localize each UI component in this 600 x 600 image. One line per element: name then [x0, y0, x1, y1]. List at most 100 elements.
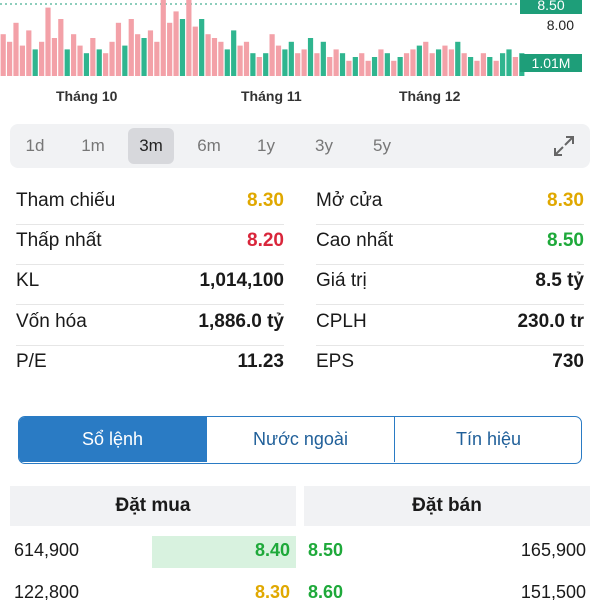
stat-value: 1,014,100 — [199, 270, 284, 291]
volume-bar — [282, 49, 288, 76]
stat-value: 730 — [552, 351, 584, 372]
stat-label: Mở cửa — [316, 190, 383, 211]
row-divider — [316, 304, 584, 305]
range-tab-1d[interactable]: 1d — [25, 136, 45, 155]
row-divider — [16, 224, 284, 225]
volume-bar — [416, 45, 422, 76]
range-tab-3y[interactable]: 3y — [315, 136, 333, 155]
row-divider — [316, 224, 584, 225]
volume-bar — [378, 49, 384, 76]
stat-label: CPLH — [316, 311, 367, 332]
volume-bar — [205, 34, 211, 76]
time-range-selector: 1d 1m 3m 6m 1y 3y 5y — [10, 124, 590, 168]
volume-bar — [263, 53, 269, 76]
volume-bar — [461, 53, 467, 76]
expand-icon[interactable] — [552, 134, 576, 158]
price-axis-label: 8.00 — [546, 17, 574, 33]
current-price-tag: 8.50 — [520, 0, 582, 14]
volume-bar — [467, 57, 474, 76]
sell-price[interactable]: 8.50 — [308, 540, 344, 560]
sell-price[interactable]: 8.60 — [308, 582, 344, 600]
stat-value: 11.23 — [237, 351, 285, 372]
stat-label: EPS — [316, 351, 355, 372]
volume-bar — [288, 41, 294, 76]
month-label-2: Tháng 11 — [241, 88, 302, 104]
range-tab-5y[interactable]: 5y — [373, 136, 391, 155]
stat-label: Vốn hóa — [16, 311, 87, 332]
volume-bar — [19, 45, 26, 76]
stat-value: 1,886.0 tỷ — [198, 311, 284, 332]
volume-bar — [487, 57, 493, 76]
row-divider — [316, 345, 584, 346]
volume-bar — [26, 30, 32, 76]
volume-bar — [64, 49, 70, 76]
sell-volume: 165,900 — [520, 540, 586, 560]
stat-value: 8.20 — [247, 230, 284, 251]
volume-bar — [186, 0, 192, 76]
volume-bar — [154, 41, 160, 76]
range-tab-1y[interactable]: 1y — [257, 136, 275, 155]
volume-bar — [32, 49, 38, 76]
volume-bar — [397, 57, 403, 76]
tab-order-book[interactable]: Sổ lệnh — [19, 417, 206, 462]
volume-bar — [346, 60, 352, 76]
volume-bar — [339, 53, 346, 76]
volume-bar — [128, 19, 134, 76]
volume-bar — [243, 41, 250, 76]
volume-bar — [455, 41, 461, 76]
stat-value: 230.0 tr — [517, 311, 584, 332]
volume-bar — [115, 22, 122, 76]
detail-tabs: Sổ lệnh Nước ngoài Tín hiệu — [18, 416, 582, 464]
volume-bar — [314, 53, 320, 76]
range-tab-3m[interactable]: 3m — [128, 128, 174, 164]
volume-bar — [13, 22, 19, 76]
stat-label: KL — [16, 270, 40, 291]
volume-bar — [359, 53, 365, 76]
volume-bar — [122, 45, 128, 76]
stat-value: 8.30 — [247, 190, 284, 211]
tab-foreign[interactable]: Nước ngoài — [253, 429, 348, 449]
price-volume-chart: 8.50 8.00 1.01M — [0, 0, 600, 80]
volume-bar — [435, 49, 442, 76]
volume-bar — [499, 53, 506, 76]
volume-bar — [423, 41, 429, 76]
volume-bar — [77, 45, 83, 76]
volume-bar — [0, 34, 6, 76]
range-tab-1m[interactable]: 1m — [81, 136, 105, 155]
buy-depth-bar — [152, 536, 296, 568]
volume-bar — [58, 19, 64, 76]
row-divider — [316, 264, 584, 265]
volume-bar — [141, 38, 147, 76]
buy-price[interactable]: 8.30 — [254, 582, 290, 600]
volume-bar — [275, 45, 282, 76]
volume-bar — [231, 30, 237, 76]
volume-bar — [147, 30, 154, 76]
row-divider — [16, 345, 284, 346]
stat-label: Cao nhất — [316, 230, 394, 251]
volume-bar — [167, 22, 173, 76]
buy-header: Đặt mua — [10, 486, 296, 526]
tab-signals[interactable]: Tín hiệu — [455, 429, 522, 449]
volume-bar — [83, 53, 90, 76]
tab-divider — [394, 417, 395, 462]
volume-bar — [307, 38, 314, 76]
volume-bar — [135, 34, 141, 76]
range-tab-6m[interactable]: 6m — [197, 136, 221, 155]
volume-bar — [71, 34, 77, 76]
volume-bar — [90, 38, 96, 76]
buy-price[interactable]: 8.40 — [254, 540, 290, 560]
volume-bar — [442, 45, 448, 76]
volume-bar — [160, 0, 166, 76]
sell-header: Đặt bán — [304, 486, 590, 526]
volume-bar — [192, 26, 198, 77]
volume-bar — [493, 60, 499, 76]
volume-bar — [448, 49, 454, 76]
volume-bar — [295, 53, 301, 76]
volume-bar — [512, 57, 518, 76]
volume-bar — [327, 57, 333, 76]
volume-bar — [51, 38, 58, 76]
volume-bar — [237, 45, 243, 76]
volume-bar — [384, 53, 390, 76]
row-divider — [16, 304, 284, 305]
volume-bar — [256, 57, 262, 76]
